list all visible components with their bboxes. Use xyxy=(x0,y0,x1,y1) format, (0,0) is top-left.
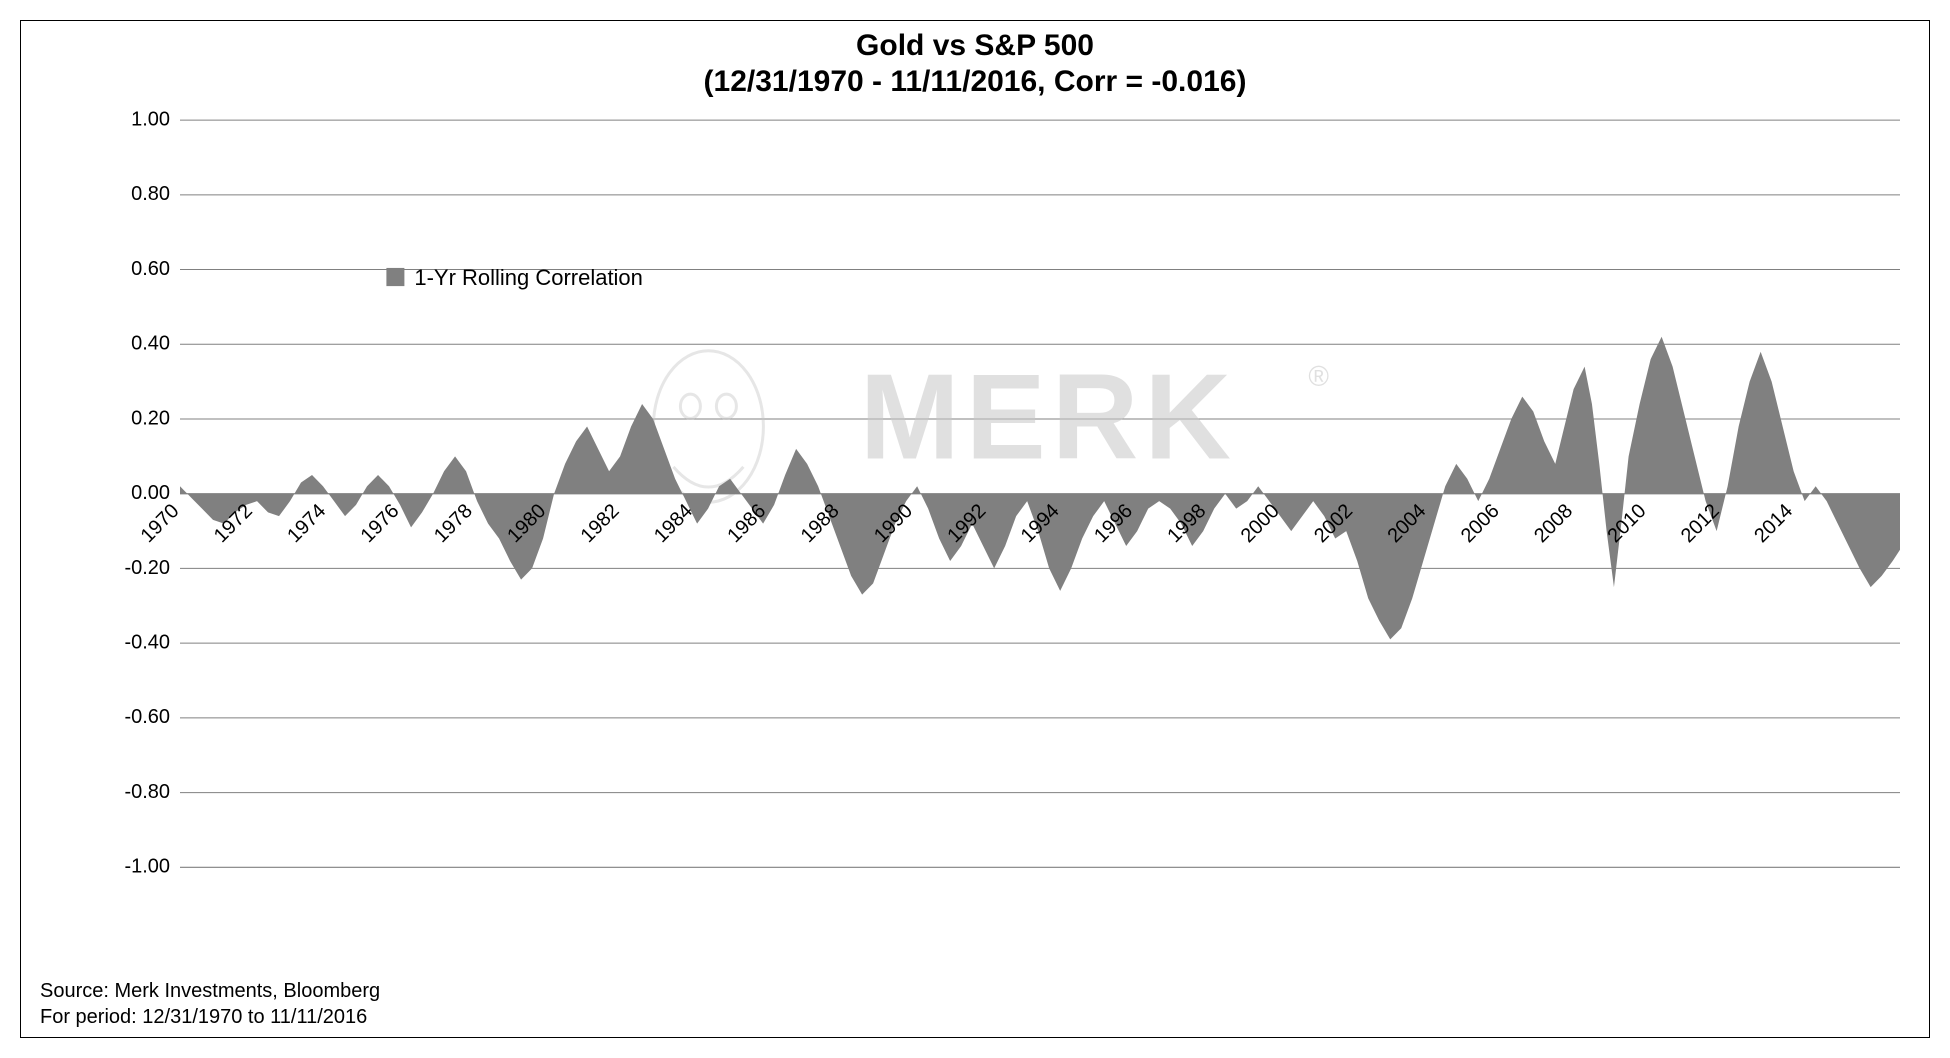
svg-text:2014: 2014 xyxy=(1750,500,1797,547)
watermark: MERK ® xyxy=(653,349,1329,502)
svg-text:0.60: 0.60 xyxy=(131,258,170,280)
svg-text:1982: 1982 xyxy=(577,500,624,547)
plot-svg: MERK ® 1-Yr Rolling Correlation -1.00 -0.8… xyxy=(110,110,1910,938)
source-line1: Source: Merk Investments, Bloomberg xyxy=(40,978,380,1004)
svg-text:1978: 1978 xyxy=(430,500,477,547)
svg-text:2006: 2006 xyxy=(1457,500,1504,547)
svg-text:1-Yr Rolling Correlation: 1-Yr Rolling Correlation xyxy=(414,265,643,290)
source-attribution: Source: Merk Investments, Bloomberg For … xyxy=(40,978,380,1030)
svg-text:-1.00: -1.00 xyxy=(124,856,170,878)
svg-text:-0.60: -0.60 xyxy=(124,706,170,728)
svg-text:-0.80: -0.80 xyxy=(124,781,170,803)
y-axis-ticks: -1.00 -0.80 -0.60 -0.40 -0.20 0.00 0.20 0.40 0.6… xyxy=(124,110,170,878)
source-line2: For period: 12/31/1970 to 11/11/2016 xyxy=(40,1004,380,1030)
svg-text:2008: 2008 xyxy=(1530,500,1577,547)
svg-text:®: ® xyxy=(1308,361,1329,392)
chart-frame: Gold vs S&P 500 (12/31/1970 - 11/11/2016… xyxy=(0,0,1950,1058)
x-axis-ticks: 1970197219741976197819801982198419861988… xyxy=(137,500,1798,547)
svg-text:1970: 1970 xyxy=(137,500,184,547)
svg-text:MERK: MERK xyxy=(860,349,1237,485)
chart-title: Gold vs S&P 500 (12/31/1970 - 11/11/2016… xyxy=(0,28,1950,100)
svg-text:0.20: 0.20 xyxy=(131,407,170,429)
chart-title-line1: Gold vs S&P 500 xyxy=(0,28,1950,64)
svg-text:-0.40: -0.40 xyxy=(124,631,170,653)
legend: 1-Yr Rolling Correlation xyxy=(386,265,643,290)
plot-area-wrap: MERK ® 1-Yr Rolling Correlation -1.00 -0.8… xyxy=(110,110,1910,938)
svg-text:-0.20: -0.20 xyxy=(124,557,170,579)
svg-text:0.00: 0.00 xyxy=(131,482,170,504)
svg-text:1974: 1974 xyxy=(283,500,330,547)
svg-text:1.00: 1.00 xyxy=(131,110,170,130)
svg-text:1976: 1976 xyxy=(357,500,404,547)
svg-text:0.80: 0.80 xyxy=(131,183,170,205)
chart-title-line2: (12/31/1970 - 11/11/2016, Corr = -0.016) xyxy=(0,64,1950,100)
svg-text:0.40: 0.40 xyxy=(131,333,170,355)
